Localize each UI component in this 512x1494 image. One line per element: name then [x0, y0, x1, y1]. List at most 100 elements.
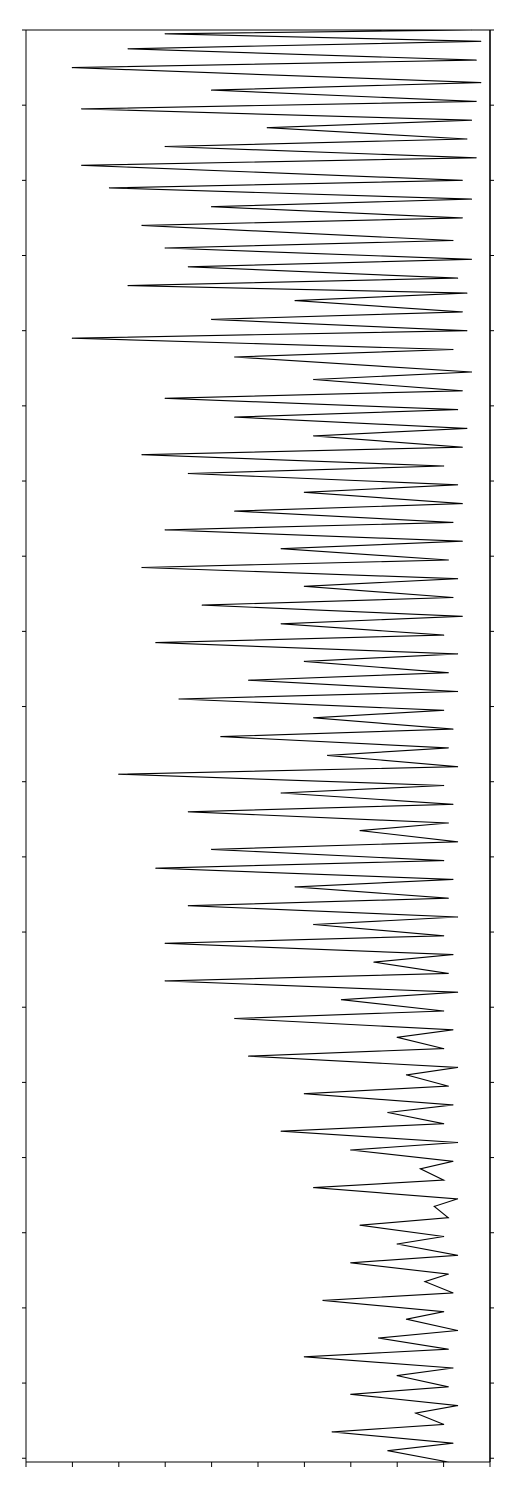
spectrum-point — [456, 1198, 459, 1200]
spectrum-point — [313, 717, 315, 719]
plot-frame — [25, 29, 491, 1463]
spectrum-point — [164, 33, 166, 35]
spectrum-point — [211, 206, 213, 208]
spectrum-point — [456, 409, 459, 411]
spectrum-point — [211, 89, 213, 91]
spectrum-point — [447, 559, 449, 561]
spectrum-point — [447, 1461, 449, 1463]
spectrum-point — [452, 1442, 454, 1444]
spectrum-point — [234, 1017, 236, 1020]
spectrum-point — [447, 672, 449, 674]
spectrum-point — [127, 48, 129, 50]
spectrum-point — [452, 1160, 454, 1162]
spectrum-point — [456, 653, 459, 655]
spectrum-point — [470, 371, 472, 373]
spectrum-point — [81, 164, 83, 166]
spectrum-point — [456, 277, 459, 279]
spectrum-point — [452, 239, 454, 242]
spectrum-point — [456, 1254, 459, 1256]
spectrum-point — [187, 266, 189, 268]
spectrum-point — [313, 435, 315, 437]
spectrum-point — [447, 972, 449, 975]
spectrum-point — [164, 247, 166, 249]
spectrum-point — [443, 1423, 445, 1425]
spectrum-point — [81, 108, 83, 110]
spectrum-point — [461, 503, 463, 505]
spectrum-point — [461, 540, 463, 542]
spectrum-point — [220, 736, 222, 738]
spectrum-point — [443, 634, 445, 636]
spectrum-point — [164, 529, 166, 531]
spectrum-point — [456, 578, 459, 580]
spectrum-point — [373, 961, 375, 963]
spectrum-point — [359, 1224, 361, 1226]
spectrum-point — [71, 67, 73, 69]
spectrum-point — [415, 1412, 417, 1414]
spectrum-point — [280, 548, 282, 550]
spectrum-point — [475, 157, 477, 159]
spectrum-point — [340, 999, 343, 1001]
spectrum-point — [456, 484, 459, 486]
spectrum-point — [470, 258, 472, 260]
spectrum-point — [480, 82, 482, 84]
spectrum-point — [141, 224, 143, 226]
spectrum-point — [466, 138, 468, 140]
spectrum-point — [313, 378, 315, 381]
spectrum-point — [452, 728, 454, 730]
spectrum-point — [313, 923, 315, 926]
spectrum-point — [470, 29, 472, 31]
spectrum-point — [447, 1386, 449, 1388]
spectrum-point — [331, 1431, 333, 1433]
spectrum-point — [322, 1299, 324, 1301]
spectrum-point — [211, 318, 213, 320]
spectrum-point — [201, 604, 203, 606]
spectrum-trace — [72, 29, 481, 1463]
spectrum-point — [447, 1085, 449, 1087]
spectrum-point — [443, 1179, 445, 1181]
spectrum-point — [359, 830, 361, 832]
spectrum-point — [350, 1262, 352, 1264]
spectrum-point — [461, 217, 463, 219]
spectrum-point — [248, 679, 250, 681]
spectrum-point — [141, 454, 143, 456]
spectrum-point — [187, 905, 189, 907]
spectrum-point — [303, 491, 305, 493]
spectrum-point — [118, 773, 120, 775]
spectrum-point — [475, 100, 477, 102]
spectrum-point — [433, 1205, 435, 1207]
spectrum-point — [447, 822, 449, 824]
spectrum-point — [466, 292, 468, 294]
spectrum-point — [461, 311, 463, 313]
spectrum-point — [452, 1104, 454, 1106]
spectrum-point — [456, 1141, 459, 1144]
spectrum-point — [443, 709, 445, 711]
spectrum-point — [452, 1367, 454, 1369]
spectrum-point — [443, 935, 445, 937]
spectrum-points — [71, 29, 482, 1463]
spectrum-point — [280, 623, 282, 625]
spectrum-point — [452, 348, 454, 351]
spectrum-point — [443, 860, 445, 862]
spectrum-point — [350, 1149, 352, 1151]
spectrum-point — [447, 1348, 449, 1350]
spectrum-point — [164, 145, 166, 148]
spectrum-point — [456, 916, 459, 918]
spectrum-point — [280, 792, 282, 794]
spectrum-point — [461, 390, 463, 392]
spectrum-point — [211, 848, 213, 851]
spectrum-point — [475, 59, 477, 61]
spectrum-point — [405, 1318, 408, 1320]
spectrum-point — [443, 465, 445, 467]
spectrum-point — [447, 897, 449, 899]
spectrum-point — [466, 427, 468, 429]
spectrum-point — [280, 1130, 282, 1132]
spectrum-point — [456, 991, 459, 993]
spectrum-point — [452, 521, 454, 524]
spectrum-point — [443, 784, 445, 787]
spectrum-point — [452, 596, 454, 599]
spectrum-point — [141, 566, 143, 569]
spectrum-point — [456, 841, 459, 843]
spectrum-point — [303, 660, 305, 663]
spectrum-point — [248, 1055, 250, 1057]
